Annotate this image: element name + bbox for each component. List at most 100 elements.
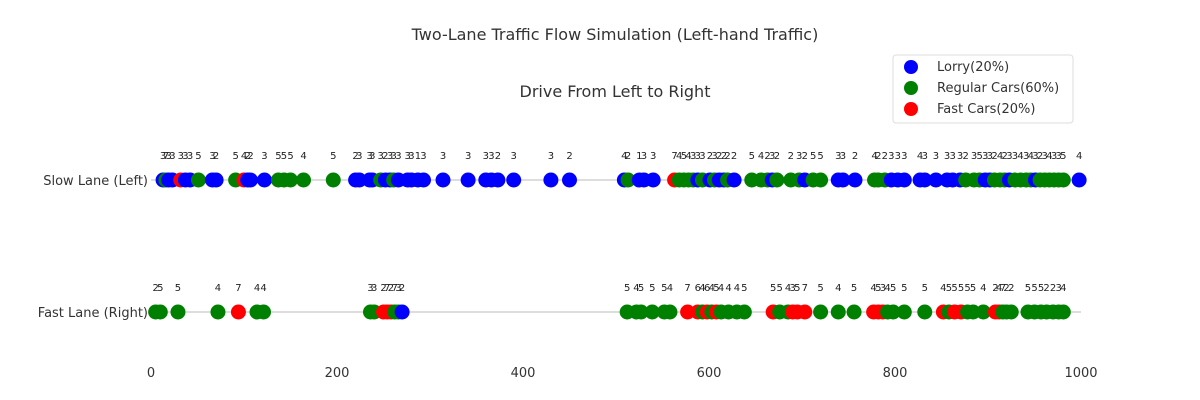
vehicle-speed-label: 2 bbox=[788, 151, 794, 162]
vehicle-speed-label: 2 bbox=[875, 151, 881, 162]
vehicle-speed-label: 5 bbox=[976, 151, 982, 162]
vehicle-speed-label: 5 bbox=[875, 283, 881, 294]
vehicle-speed-label: 2 bbox=[380, 283, 386, 294]
x-tick-label: 400 bbox=[511, 366, 536, 381]
vehicle-speed-label: 3 bbox=[488, 151, 494, 162]
vehicle-speed-label: 7 bbox=[671, 151, 677, 162]
vehicle-speed-label: 2 bbox=[382, 151, 388, 162]
vehicle-speed-label: 5 bbox=[681, 151, 687, 162]
vehicle-marker-lorry bbox=[896, 172, 912, 188]
vehicle-speed-label: 3 bbox=[1055, 151, 1061, 162]
vehicle-speed-label: 3 bbox=[404, 151, 410, 162]
vehicle-speed-label: 5 bbox=[661, 283, 667, 294]
vehicle-marker-regular bbox=[896, 304, 912, 320]
vehicle-speed-label: 4 bbox=[871, 151, 877, 162]
vehicle-speed-label: 4 bbox=[621, 151, 627, 162]
vehicle-speed-label: 3 bbox=[888, 151, 894, 162]
vehicle-speed-label: 3 bbox=[835, 151, 841, 162]
vehicle-speed-label: 2 bbox=[352, 151, 358, 162]
vehicle-speed-label: 5 bbox=[964, 283, 970, 294]
vehicle-speed-label: 4 bbox=[835, 283, 841, 294]
x-tick-label: 600 bbox=[697, 366, 722, 381]
vehicle-marker-lorry bbox=[645, 172, 661, 188]
vehicle-speed-label: 4 bbox=[718, 283, 724, 294]
vehicle-markers bbox=[148, 172, 1087, 320]
vehicle-marker-lorry bbox=[562, 172, 577, 188]
vehicle-speed-label: 5 bbox=[749, 151, 755, 162]
vehicle-speed-label: 3 bbox=[209, 151, 215, 162]
vehicle-speed-label: 4 bbox=[1076, 151, 1082, 162]
slow-lane-label: Slow Lane (Left) bbox=[43, 174, 148, 189]
vehicle-marker-regular bbox=[885, 304, 901, 320]
vehicle-speed-label: 5 bbox=[776, 283, 782, 294]
vehicle-marker-lorry bbox=[435, 172, 451, 188]
vehicle-speed-label: 7 bbox=[391, 283, 397, 294]
vehicle-marker-regular bbox=[662, 304, 678, 320]
vehicle-speed-label: 2 bbox=[707, 151, 713, 162]
legend-fast-marker bbox=[904, 102, 918, 116]
vehicle-speed-label: 5 bbox=[970, 283, 976, 294]
vehicle-marker-lorry bbox=[208, 172, 224, 188]
vehicle-speed-label: 2 bbox=[1043, 283, 1049, 294]
vehicle-speed-label: 1 bbox=[415, 151, 421, 162]
vehicle-speed-label: 2 bbox=[1008, 283, 1014, 294]
vehicle-speed-label: 3 bbox=[699, 151, 705, 162]
vehicle-speed-label: 2 bbox=[991, 151, 997, 162]
vehicle-speed-label: 3 bbox=[511, 151, 517, 162]
vehicle-speed-label: 2 bbox=[625, 151, 631, 162]
vehicle-speed-label: 5 bbox=[330, 151, 336, 162]
vehicle-speed-label: 2 bbox=[852, 151, 858, 162]
vehicle-speed-label: 3 bbox=[971, 151, 977, 162]
vehicle-speed-label: 4 bbox=[215, 283, 221, 294]
vehicle-speed-label: 3 bbox=[880, 283, 886, 294]
vehicle-marker-lorry bbox=[490, 172, 506, 188]
vehicle-speed-label: 5 bbox=[794, 283, 800, 294]
vehicle-speed-label: 2 bbox=[566, 151, 572, 162]
vehicle-speed-label: 2 bbox=[882, 151, 888, 162]
vehicle-speed-label: 1 bbox=[636, 151, 642, 162]
vehicle-speed-label: 4 bbox=[709, 283, 715, 294]
vehicle-speed-label: 3 bbox=[690, 151, 696, 162]
vehicle-marker-regular bbox=[325, 172, 341, 188]
vehicle-speed-label: 3 bbox=[711, 151, 717, 162]
vehicle-speed-label: 4 bbox=[725, 283, 731, 294]
vehicle-marker-regular bbox=[296, 172, 312, 188]
vehicle-speed-label: 5 bbox=[1060, 151, 1066, 162]
vehicle-speed-label: 3 bbox=[1051, 151, 1057, 162]
vehicle-speed-label: 3 bbox=[949, 151, 955, 162]
vehicle-marker-lorry bbox=[243, 172, 259, 188]
vehicle-marker-lorry bbox=[726, 172, 742, 188]
vehicle-marker-lorry bbox=[256, 172, 272, 188]
vehicle-speed-label: 3 bbox=[367, 283, 373, 294]
vehicle-speed-label: 2 bbox=[399, 283, 405, 294]
vehicle-speed-label: 4 bbox=[940, 283, 946, 294]
vehicle-speed-label: 2 bbox=[724, 151, 730, 162]
vehicle-marker-lorry bbox=[1071, 172, 1087, 188]
vehicle-marker-regular bbox=[1055, 172, 1071, 188]
vehicle-marker-lorry bbox=[506, 172, 522, 188]
chart-subtitle: Drive From Left to Right bbox=[520, 82, 711, 101]
vehicle-speed-label: 3 bbox=[483, 151, 489, 162]
vehicle-marker-regular bbox=[170, 304, 186, 320]
vehicle-speed-label: 4 bbox=[758, 151, 764, 162]
vehicle-speed-label: 2 bbox=[764, 151, 770, 162]
vehicle-speed-label: 5 bbox=[922, 283, 928, 294]
vehicle-speed-label: 3 bbox=[1042, 151, 1048, 162]
legend-regular-marker bbox=[904, 81, 918, 95]
vehicle-speed-label: 3 bbox=[548, 151, 554, 162]
vehicle-marker-lorry bbox=[835, 172, 851, 188]
vehicle-marker-regular bbox=[846, 304, 862, 320]
vehicle-speed-label: 3 bbox=[408, 151, 414, 162]
vehicle-speed-label: 5 bbox=[851, 283, 857, 294]
vehicle-speed-label: 3 bbox=[933, 151, 939, 162]
vehicle-speed-label: 3 bbox=[165, 151, 171, 162]
vehicle-speed-label: 5 bbox=[649, 283, 655, 294]
vehicle-speed-label: 3 bbox=[465, 151, 471, 162]
vehicle-speed-label: 4 bbox=[1017, 151, 1023, 162]
vehicle-speed-label: 3 bbox=[187, 151, 193, 162]
vehicle-speed-label: 2 bbox=[731, 151, 737, 162]
vehicle-speed-label: 6 bbox=[695, 283, 701, 294]
vehicle-marker-lorry bbox=[917, 172, 933, 188]
vehicle-speed-label: 7 bbox=[1000, 283, 1006, 294]
